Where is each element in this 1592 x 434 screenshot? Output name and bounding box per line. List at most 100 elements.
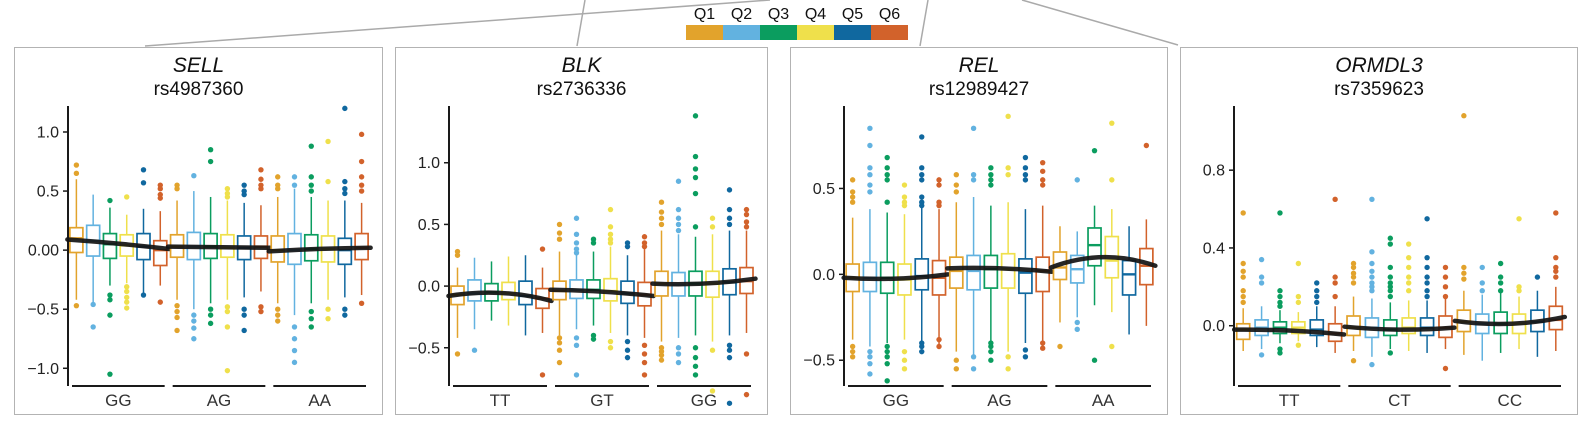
outlier-dot (624, 243, 631, 250)
outlier-dot (1516, 216, 1522, 222)
outlier-dot (224, 194, 231, 200)
outlier-dot (241, 191, 247, 198)
outlier-dot (709, 347, 716, 353)
outlier-dot (726, 221, 733, 228)
outlier-dot (358, 158, 365, 165)
box-q1 (1346, 260, 1361, 364)
y-tick-label: 1.0 (37, 124, 59, 141)
outlier-dot (849, 194, 856, 200)
outlier-dot (275, 312, 281, 318)
genotype-label: CT (1388, 391, 1411, 410)
outlier-dot (1295, 260, 1302, 267)
box-q3 (879, 154, 895, 384)
legend-swatch-q6 (871, 25, 908, 40)
outlier-dot (709, 215, 716, 221)
outlier-dot (1369, 260, 1375, 267)
callout-line (919, 0, 929, 47)
outlier-dot (556, 335, 563, 341)
outlier-dot (884, 177, 890, 183)
outlier-dot (919, 348, 925, 355)
box-q4 (1000, 113, 1016, 372)
box-q5 (1309, 280, 1325, 348)
outlier-dot (1497, 260, 1504, 267)
outlier-dot (1405, 274, 1412, 280)
outlier-dot (675, 215, 682, 221)
outlier-dot (953, 172, 960, 178)
outlier-dot (90, 301, 96, 308)
boxplot-svg: 0.8 0.4 0.0 TT CT CC (1203, 106, 1568, 410)
outlier-dot (988, 357, 994, 363)
outlier-dot (556, 347, 563, 353)
outlier-dot (258, 176, 264, 182)
box-q4 (320, 138, 336, 322)
genotype-label: AA (1092, 391, 1115, 410)
outlier-dot (342, 312, 348, 318)
snp-subtitle: rs12989427 (928, 79, 1030, 100)
trend-line (165, 244, 273, 251)
box-q3 (102, 197, 118, 377)
outlier-dot (726, 354, 733, 361)
genotype-label: AA (308, 391, 331, 410)
outlier-dot (1039, 168, 1046, 174)
panel-rel: REL rs12989427 0.5 0.0 −0.5 GG AG AA (790, 47, 1168, 415)
outlier-dot (988, 348, 994, 355)
outlier-dot (936, 336, 942, 343)
outlier-dot (1039, 159, 1046, 166)
outlier-dot (692, 354, 699, 361)
outlier-dot (124, 288, 130, 295)
outlier-dot (919, 134, 925, 140)
outlier-dot (1314, 299, 1320, 306)
boxplot-svg: 1.0 0.5 0.0 −0.5 TT GT GG (408, 106, 758, 410)
outlier-dot (743, 391, 750, 398)
legend-label-q3: Q3 (767, 6, 790, 23)
outlier-dot (573, 342, 580, 348)
genotype-label: AG (987, 391, 1012, 410)
outlier-dot (1461, 264, 1467, 271)
outlier-dot (709, 388, 716, 394)
outlier-dot (849, 177, 856, 183)
outlier-dot (1295, 342, 1302, 348)
outlier-dot (1005, 172, 1011, 178)
outlier-dot (140, 167, 147, 173)
snp-subtitle: rs2736336 (536, 79, 627, 100)
outlier-dot (573, 372, 580, 378)
outlier-dot (573, 240, 580, 246)
outlier-dot (970, 172, 977, 178)
outlier-dot (624, 354, 631, 361)
outlier-dot (291, 336, 298, 342)
box-q3 (983, 165, 999, 363)
outlier-dot (224, 186, 231, 192)
outlier-dot (1424, 293, 1430, 300)
box-q3 (688, 113, 703, 378)
trend-line (841, 272, 951, 282)
outlier-dot (556, 221, 563, 228)
outlier-dot (1461, 276, 1467, 282)
outlier-dot (607, 224, 614, 230)
outlier-dot (1258, 256, 1265, 263)
outlier-dot (726, 347, 733, 353)
box-q5 (1419, 216, 1435, 353)
outlier-dot (1240, 268, 1246, 274)
trend-line (65, 237, 172, 252)
y-tick-label: 0.8 (1203, 163, 1225, 180)
outlier-dot (1022, 172, 1029, 178)
box-q5 (722, 187, 737, 406)
outlier-dot (1461, 270, 1467, 276)
outlier-dot (1424, 280, 1430, 286)
outlier-dot (692, 153, 699, 160)
genotype-label: GG (691, 391, 717, 410)
box-q2 (287, 174, 302, 366)
outlier-dot (157, 195, 163, 201)
outlier-dot (1240, 299, 1246, 306)
outlier-dot (675, 221, 682, 228)
outlier-dot (1005, 354, 1011, 360)
boxplot-svg: 0.5 0.0 −0.5 GG AG AA (803, 106, 1158, 410)
outlier-dot (224, 367, 231, 374)
genotype-label: TT (490, 391, 511, 410)
gene-title: BLK (561, 54, 602, 77)
outlier-dot (1332, 280, 1338, 286)
box-q6 (1438, 264, 1453, 372)
outlier-dot (342, 190, 348, 197)
panel-title: ORMDL3 rs7359623 (1181, 54, 1577, 102)
outlier-dot (658, 345, 665, 351)
